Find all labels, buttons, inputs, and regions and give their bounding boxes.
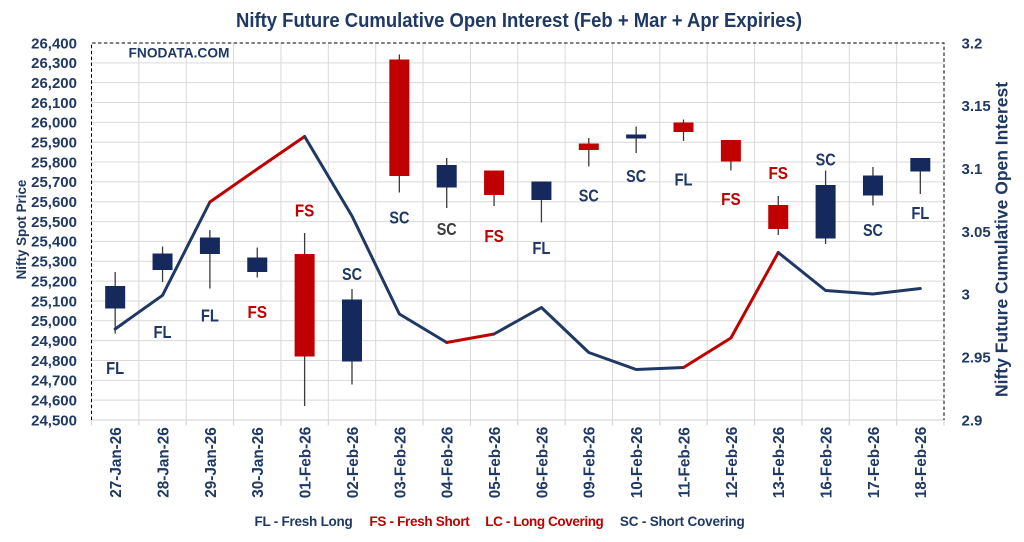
svg-text:24,500: 24,500 [31,412,77,429]
svg-text:FS: FS [721,189,741,209]
svg-text:13-Feb-26: 13-Feb-26 [771,427,788,498]
svg-text:FS: FS [248,302,268,322]
svg-text:10-Feb-26: 10-Feb-26 [629,427,646,498]
svg-text:25,700: 25,700 [31,174,77,191]
svg-text:3.05: 3.05 [962,224,991,241]
svg-text:SC: SC [342,264,362,284]
svg-text:2.95: 2.95 [962,349,991,366]
svg-text:Nifty Future Cumulative Open I: Nifty Future Cumulative Open Interest (F… [236,9,802,32]
svg-text:30-Jan-26: 30-Jan-26 [250,427,267,498]
svg-text:24,900: 24,900 [31,333,77,350]
svg-text:26,200: 26,200 [31,75,77,92]
svg-text:03-Feb-26: 03-Feb-26 [392,427,409,498]
svg-text:24,700: 24,700 [31,373,77,390]
svg-text:01-Feb-26: 01-Feb-26 [298,427,315,498]
svg-text:25,500: 25,500 [31,214,77,231]
svg-text:3.2: 3.2 [962,35,983,52]
svg-text:FL: FL [911,203,929,223]
svg-text:SC: SC [863,220,883,240]
svg-text:24,600: 24,600 [31,392,77,409]
svg-text:FL: FL [106,358,124,378]
svg-text:FS: FS [484,226,504,246]
svg-text:FL: FL [675,170,693,190]
svg-text:2.9: 2.9 [962,412,983,429]
svg-text:25,300: 25,300 [31,254,77,271]
svg-text:SC: SC [437,219,457,239]
svg-text:02-Feb-26: 02-Feb-26 [345,427,362,498]
svg-text:SC: SC [626,166,646,186]
svg-text:11-Feb-26: 11-Feb-26 [676,427,693,498]
svg-text:28-Jan-26: 28-Jan-26 [155,427,172,498]
svg-text:25,100: 25,100 [31,293,77,310]
svg-text:09-Feb-26: 09-Feb-26 [582,427,599,498]
svg-text:25,400: 25,400 [31,234,77,251]
svg-text:SC: SC [389,208,409,228]
svg-text:16-Feb-26: 16-Feb-26 [819,427,836,498]
svg-text:FL: FL [154,322,172,342]
svg-text:FL: FL [201,306,219,326]
svg-text:FS: FS [295,201,315,221]
svg-text:26,400: 26,400 [31,35,77,52]
svg-text:26,300: 26,300 [31,55,77,72]
svg-text:12-Feb-26: 12-Feb-26 [724,427,741,498]
svg-text:25,800: 25,800 [31,154,77,171]
svg-text:25,200: 25,200 [31,273,77,290]
svg-text:25,600: 25,600 [31,194,77,211]
svg-text:3: 3 [962,287,970,304]
svg-text:FS: FS [768,163,788,183]
svg-text:25,900: 25,900 [31,135,77,152]
svg-text:05-Feb-26: 05-Feb-26 [487,427,504,498]
svg-text:26,100: 26,100 [31,95,77,112]
svg-text:SC: SC [816,149,836,169]
svg-text:06-Feb-26: 06-Feb-26 [534,427,551,498]
svg-text:17-Feb-26: 17-Feb-26 [866,427,883,498]
svg-text:Nifty Spot Price: Nifty Spot Price [14,180,29,280]
svg-text:3.15: 3.15 [962,98,991,115]
svg-text:27-Jan-26: 27-Jan-26 [108,427,125,498]
svg-text:FL: FL [532,238,550,258]
svg-text:29-Jan-26: 29-Jan-26 [203,427,220,498]
svg-text:25,000: 25,000 [31,313,77,330]
svg-text:SC - Short Covering: SC - Short Covering [620,514,745,529]
svg-text:FNODATA.COM: FNODATA.COM [129,46,230,62]
svg-text:24,800: 24,800 [31,353,77,370]
svg-text:FL - Fresh Long: FL - Fresh Long [255,514,353,529]
svg-text:3.1: 3.1 [962,161,983,178]
svg-text:04-Feb-26: 04-Feb-26 [440,427,457,498]
svg-text:LC - Long Covering: LC - Long Covering [485,514,604,529]
svg-text:Nifty Future Cumulative Open I: Nifty Future Cumulative Open Interest [992,82,1012,397]
svg-text:SC: SC [579,186,599,206]
svg-text:FS - Fresh Short: FS - Fresh Short [369,514,470,529]
svg-text:26,000: 26,000 [31,115,77,132]
svg-text:18-Feb-26: 18-Feb-26 [913,427,930,498]
